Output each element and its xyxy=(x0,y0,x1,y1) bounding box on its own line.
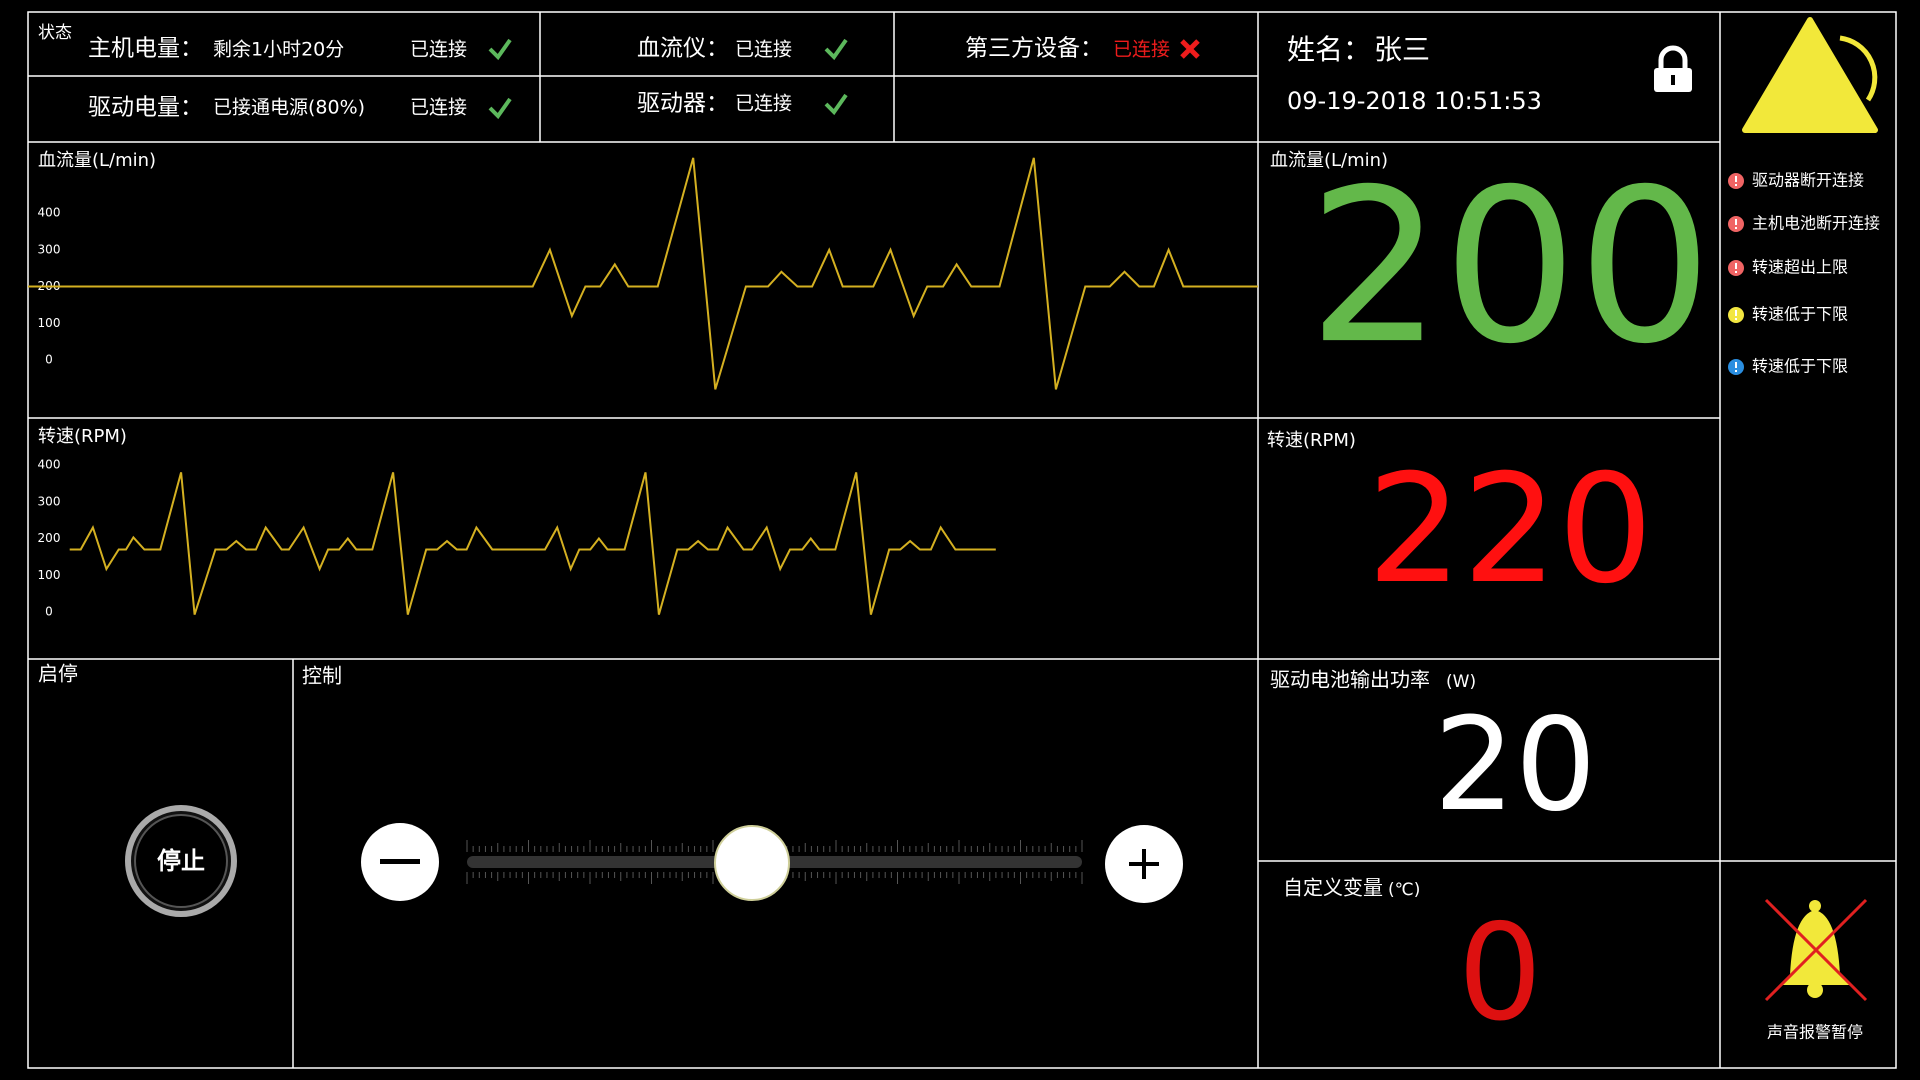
y-tick-label: 200 xyxy=(38,531,61,545)
status-state: 已连接 xyxy=(410,39,467,61)
alarm-text: 转速低于下限 xyxy=(1752,357,1848,376)
alarm-dot-glyph xyxy=(1735,318,1737,320)
patient-name: 张三 xyxy=(1374,33,1430,66)
alarm-text: 主机电池断开连接 xyxy=(1752,214,1880,233)
status-label: 主机电量： xyxy=(88,36,203,62)
status-title: 状态 xyxy=(38,23,72,43)
alarm-text: 转速低于下限 xyxy=(1752,305,1848,324)
readout-value: 220 xyxy=(1367,443,1653,617)
alarm-text: 驱动器断开连接 xyxy=(1752,171,1864,190)
y-tick-label: 400 xyxy=(38,458,61,472)
alarm-dot-glyph xyxy=(1735,370,1737,372)
datetime: 09-19-2018 10:51:53 xyxy=(1287,87,1542,115)
warning-icon xyxy=(1742,17,1878,133)
y-tick-label: 100 xyxy=(38,316,61,330)
waveform xyxy=(28,157,1258,390)
name-label: 姓名： xyxy=(1287,33,1371,66)
alarm-text: 转速超出上限 xyxy=(1752,258,1848,277)
status-state: 已连接 xyxy=(735,93,792,115)
slider-thumb[interactable] xyxy=(714,825,790,901)
y-tick-label: 0 xyxy=(45,353,53,367)
charts: 血流量(L/min)4003002001000转速(RPM)4003002001… xyxy=(28,150,1258,619)
y-tick-label: 300 xyxy=(38,242,61,256)
y-tick-label: 400 xyxy=(38,206,61,220)
y-tick-label: 0 xyxy=(45,605,53,619)
alarm-dot-glyph xyxy=(1735,219,1737,225)
status-value: 剩余1小时20分 xyxy=(213,39,344,61)
status-label: 血流仪： xyxy=(637,36,729,62)
readout-value: 200 xyxy=(1308,143,1713,390)
status-value: 已接通电源(80%) xyxy=(213,97,365,119)
minus-button[interactable] xyxy=(361,823,439,901)
status-state: 已连接 xyxy=(735,39,792,61)
readout-value: 20 xyxy=(1434,691,1597,840)
alarm-dot-glyph xyxy=(1735,176,1737,182)
panel-title: 启停 xyxy=(38,662,78,686)
check-icons xyxy=(488,38,848,120)
slider[interactable] xyxy=(466,825,1083,901)
readout-value: 0 xyxy=(1458,897,1543,1051)
y-tick-label: 100 xyxy=(38,568,61,582)
cross-icon xyxy=(1180,39,1200,59)
alarm-dot-glyph xyxy=(1735,310,1737,316)
readout-label: 血流量(L/min) xyxy=(1270,150,1388,171)
chart-title: 转速(RPM) xyxy=(38,426,127,447)
alarm-dot-glyph xyxy=(1735,271,1737,273)
stop-button-label[interactable]: 停止 xyxy=(157,847,205,875)
lock-icon[interactable] xyxy=(1654,45,1692,92)
panel-title: 控制 xyxy=(302,664,342,688)
readout-label: 自定义变量 xyxy=(1283,876,1383,900)
alarm-dot-glyph xyxy=(1735,362,1737,368)
mute-label: 声音报警暂停 xyxy=(1767,1023,1863,1042)
waveform xyxy=(69,472,996,615)
stop-button[interactable] xyxy=(125,805,237,917)
readout-unit: (℃) xyxy=(1388,880,1420,900)
status-state: 已连接 xyxy=(410,97,467,119)
readout-unit: (W) xyxy=(1446,672,1476,692)
status-label: 驱动器： xyxy=(637,91,729,117)
plus-button[interactable] xyxy=(1105,825,1183,903)
alarm-dot-glyph xyxy=(1735,263,1737,269)
alarm-dot-glyph xyxy=(1735,227,1737,229)
status-label: 驱动电量： xyxy=(88,95,203,121)
readout-label: 转速(RPM) xyxy=(1267,430,1356,451)
panel-borders xyxy=(27,11,1897,1069)
readout-label: 驱动电池输出功率 xyxy=(1270,668,1430,692)
y-tick-label: 300 xyxy=(38,494,61,508)
alarm-dot-glyph xyxy=(1735,184,1737,186)
status-label: 第三方设备： xyxy=(965,36,1103,62)
chart-title: 血流量(L/min) xyxy=(38,150,156,171)
status-state: 已连接 xyxy=(1113,39,1170,61)
mute-icon[interactable] xyxy=(1764,898,1868,1002)
